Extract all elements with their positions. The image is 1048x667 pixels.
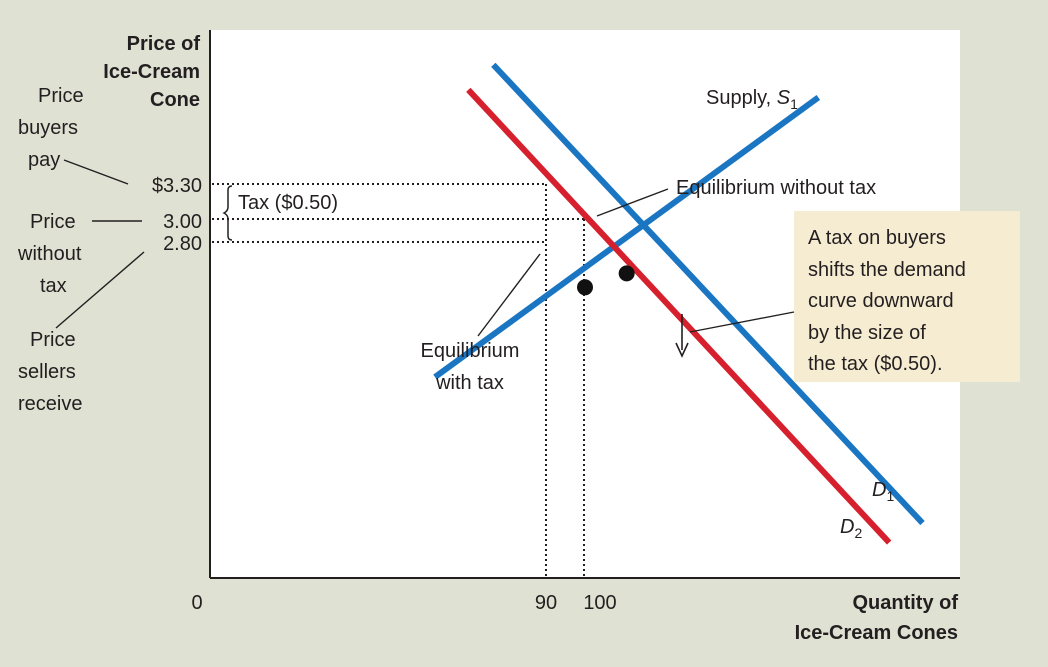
supply-curve — [433, 95, 821, 380]
price-buyers-pay-label-line-1: Price — [38, 85, 84, 107]
y-axis-title-line-2: Ice-Cream — [103, 61, 200, 83]
shift-arrow-icon — [675, 342, 689, 358]
y-axis-title-line-1: Price of — [127, 33, 201, 55]
price-without-tax-label-line-3: tax — [40, 275, 67, 297]
x-axis-title-line-2: Ice-Cream Cones — [795, 622, 958, 644]
equilibrium-with-tax-label-line-2: with tax — [435, 372, 504, 394]
equilibrium-without-tax-pointer — [596, 188, 669, 217]
equilibrium-with-tax-point — [577, 279, 593, 296]
equilibrium-with-tax-label-line-1: Equilibrium — [421, 340, 520, 362]
equilibrium-without-tax-point — [618, 265, 635, 282]
price-buyers-pay-label-line-3: pay — [28, 149, 60, 171]
note-line-4: by the size of — [808, 322, 926, 344]
y-tick-label: 3.00 — [163, 211, 202, 233]
tax-brace-label: Tax ($0.50) — [238, 192, 338, 214]
note-box — [794, 211, 1020, 382]
price-without-tax-label-line-1: Price — [30, 211, 76, 233]
note-line-3: curve downward — [808, 290, 954, 312]
price-sellers-receive-pointer — [55, 251, 145, 329]
price-sellers-receive-label-line-3: receive — [18, 393, 82, 415]
note-pointer — [689, 311, 795, 333]
supply-label: Supply, S1 — [706, 87, 798, 112]
tax-brace — [222, 185, 233, 241]
x-tick-label: 100 — [583, 592, 616, 614]
price-without-tax-label-line-2: without — [17, 243, 82, 265]
price-sellers-receive-label-line-1: Price — [30, 329, 76, 351]
note-line-5: the tax ($0.50). — [808, 353, 943, 375]
price-sellers-receive-label-line-2: sellers — [18, 361, 76, 383]
price-buyers-pay-label-line-2: buyers — [18, 117, 78, 139]
note-line-2: shifts the demand — [808, 259, 966, 281]
origin-label: 0 — [191, 592, 202, 614]
price-buyers-pay-pointer — [63, 159, 129, 185]
x-tick-label: 90 — [535, 592, 557, 614]
demand-curve-d2 — [466, 87, 892, 545]
d2-label: D2 — [840, 516, 862, 541]
note-line-1: A tax on buyers — [808, 227, 946, 249]
x-axis-title-line-1: Quantity of — [852, 592, 958, 614]
equilibrium-without-tax-label: Equilibrium without tax — [676, 177, 876, 199]
d1-label: D1 — [872, 479, 894, 504]
y-axis-title-line-3: Cone — [150, 89, 200, 111]
y-tick-label: 2.80 — [163, 233, 202, 255]
y-tick-label: $3.30 — [152, 175, 202, 197]
demand-curve-d1 — [491, 62, 925, 526]
equilibrium-with-tax-pointer — [477, 253, 541, 337]
